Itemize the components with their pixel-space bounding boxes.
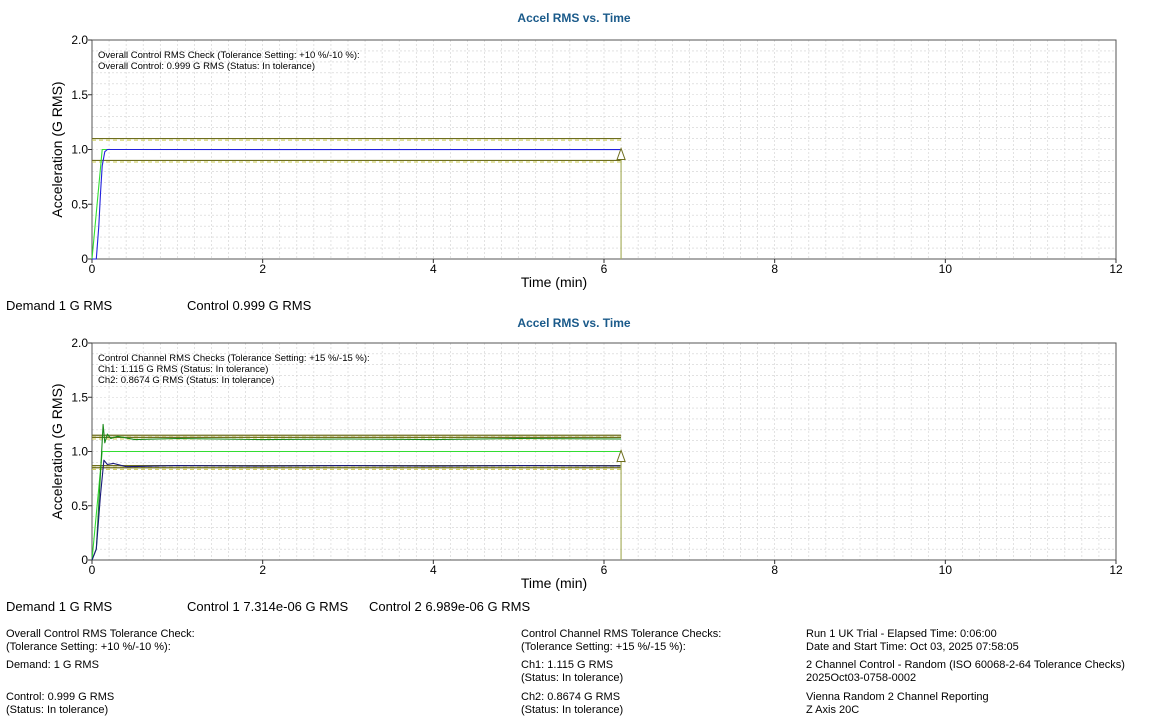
info-right-line: 2025Oct03-0758-0002 xyxy=(806,672,917,684)
chart2-xtick-label: 2 xyxy=(259,563,266,577)
info-right-line: Vienna Random 2 Channel Reporting xyxy=(806,691,989,703)
info-left-line: (Status: In tolerance) xyxy=(6,704,109,716)
chart1-xtick-label: 0 xyxy=(89,262,96,276)
chart1-xtick-label: 10 xyxy=(939,262,953,276)
chart2-xtick-label: 12 xyxy=(1109,563,1123,577)
chart2-ytick-label: 1.0 xyxy=(71,445,88,459)
info-middle-line: (Status: In tolerance) xyxy=(521,704,624,716)
chart1-ylabel: Acceleration (G RMS) xyxy=(49,81,65,217)
chart1-xtick-label: 12 xyxy=(1109,262,1123,276)
chart2-ytick-label: 0.5 xyxy=(71,499,88,513)
chart1-ytick-label: 0 xyxy=(81,252,88,266)
chart1-annotation-line: Overall Control: 0.999 G RMS (Status: In… xyxy=(98,61,315,72)
info-left-line: Demand: 1 G RMS xyxy=(6,659,99,671)
chart1-xtick-label: 4 xyxy=(430,262,437,276)
chart2-series-demand xyxy=(91,450,622,561)
chart2-group: Accel RMS vs. Time 0 2 4 6 8 10 12 0 0.5 1.0 1.5 2.0… xyxy=(49,316,1123,591)
chart2-xtick-label: 6 xyxy=(601,563,608,577)
chart2-title: Accel RMS vs. Time xyxy=(517,316,630,330)
chart2-ytick-label: 0 xyxy=(81,553,88,567)
chart1-ytick-label: 1.5 xyxy=(71,88,88,102)
chart2-annotation-line: Ch1: 1.115 G RMS (Status: In tolerance) xyxy=(98,364,268,375)
info-left-line: Control: 0.999 G RMS xyxy=(6,691,115,703)
chart2-legend-demand: Demand 1 G RMS xyxy=(6,599,113,614)
chart2-xtick-label: 0 xyxy=(89,563,96,577)
info-left-line: Overall Control RMS Tolerance Check: xyxy=(6,628,195,640)
info-right-line: Z Axis 20C xyxy=(806,704,860,716)
info-left-line xyxy=(6,672,195,685)
chart2-xlabel: Time (min) xyxy=(521,575,587,591)
chart2-annotation-line: Ch2: 0.8674 G RMS (Status: In tolerance) xyxy=(98,375,274,386)
chart1-xtick-label: 8 xyxy=(771,262,778,276)
chart1-title: Accel RMS vs. Time xyxy=(517,11,630,25)
info-middle-line: (Status: In tolerance) xyxy=(521,672,624,684)
chart1-annotation-line: Overall Control RMS Check (Tolerance Set… xyxy=(98,50,360,61)
info-middle-line: (Tolerance Setting: +15 %/-15 %): xyxy=(521,641,686,653)
chart2-xtick-label: 10 xyxy=(939,563,953,577)
info-middle-line: Control Channel RMS Tolerance Checks: xyxy=(521,628,722,640)
info-overall-control: Overall Control RMS Tolerance Check: (To… xyxy=(6,628,195,717)
chart1-xtick-label: 6 xyxy=(601,262,608,276)
info-right-line: Run 1 UK Trial - Elapsed Time: 0:06:00 xyxy=(806,628,997,640)
chart2-xtick-label: 4 xyxy=(430,563,437,577)
chart2-series-control-1 xyxy=(91,423,622,561)
info-right-line: Date and Start Time: Oct 03, 2025 07:58:… xyxy=(806,641,1019,653)
chart1-ytick-label: 2.0 xyxy=(71,33,88,47)
chart1-xlabel: Time (min) xyxy=(521,274,587,290)
chart1-ytick-label: 0.5 xyxy=(71,197,88,211)
info-middle-line: Ch2: 0.8674 G RMS xyxy=(521,691,621,703)
chart2-series-control-2 xyxy=(91,459,622,561)
chart1-ytick-label: 1.0 xyxy=(71,143,88,157)
chart2-annotation-line: Control Channel RMS Checks (Tolerance Se… xyxy=(98,353,370,364)
chart1-series-control xyxy=(92,148,622,260)
chart1-group: Accel RMS vs. Time 0 2 4 6 8 10 12 0 0.5 1.0 1.5 2.0… xyxy=(49,11,1123,290)
chart2-ytick-label: 1.5 xyxy=(71,390,88,404)
info-right-line: 2 Channel Control - Random (ISO 60068-2-… xyxy=(806,659,1125,671)
chart1-end-marker-arrow xyxy=(616,147,626,160)
chart1-xtick-label: 2 xyxy=(259,262,266,276)
info-middle-line: Ch1: 1.115 G RMS xyxy=(521,659,614,671)
info-left-line: (Tolerance Setting: +10 %/-10 %): xyxy=(6,641,171,653)
chart2-legend-control-1: Control 1 7.314e-06 G RMS xyxy=(187,599,349,614)
chart1-legend-control: Control 0.999 G RMS xyxy=(187,298,312,313)
chart2-end-marker-arrow xyxy=(616,449,626,462)
info-channel-checks: Control Channel RMS Tolerance Checks: (T… xyxy=(521,628,721,717)
chart2-ylabel: Acceleration (G RMS) xyxy=(49,383,65,519)
chart2-xtick-label: 8 xyxy=(771,563,778,577)
chart2-legend-control-2: Control 2 6.989e-06 G RMS xyxy=(369,599,531,614)
info-run-details: Run 1 UK Trial - Elapsed Time: 0:06:00 D… xyxy=(806,628,1125,717)
charts-canvas: Accel RMS vs. Time 0 2 4 6 8 10 12 0 0.5 1.0 1.5 2.0… xyxy=(49,11,1123,591)
chart1-legend-demand: Demand 1 G RMS xyxy=(6,298,113,313)
chart2-ytick-label: 2.0 xyxy=(71,336,88,350)
